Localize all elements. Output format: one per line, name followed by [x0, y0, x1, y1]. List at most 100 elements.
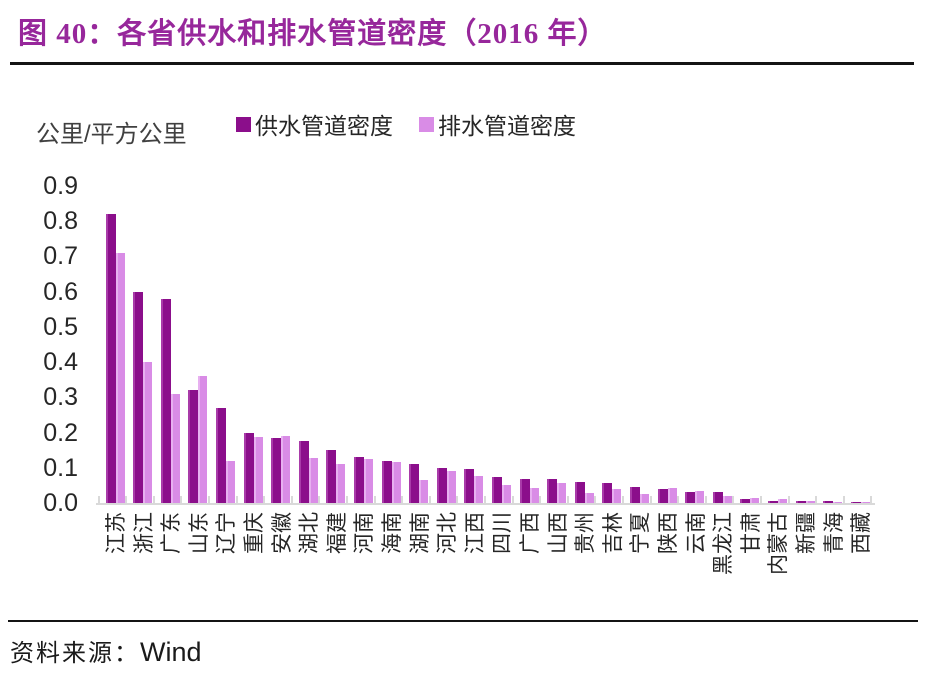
- bar-supply-广西: [519, 479, 530, 503]
- bar-drain-江西: [474, 476, 484, 503]
- y-tick-label: 0.9: [43, 172, 78, 200]
- x-label-云南: 云南: [684, 512, 708, 554]
- x-axis-tick: [539, 496, 542, 503]
- x-axis-tick: [594, 496, 597, 503]
- y-tick-label: 0.4: [43, 348, 78, 377]
- x-label-贵州: 贵州: [574, 512, 598, 554]
- bar-drain-内蒙古: [777, 499, 787, 503]
- x-axis-tick: [235, 496, 238, 503]
- x-label-湖南: 湖南: [408, 512, 432, 554]
- x-axis-tick: [566, 496, 569, 503]
- bar-supply-四川: [491, 477, 502, 503]
- bar-supply-山西: [547, 479, 558, 503]
- source-name: Wind: [140, 637, 202, 667]
- x-axis-tick: [649, 496, 652, 503]
- x-axis-tick: [263, 496, 266, 503]
- bar-supply-山东: [188, 390, 199, 503]
- bar-drain-海南: [391, 462, 401, 503]
- y-tick-label: 0.0: [43, 488, 78, 517]
- bar-drain-宁夏: [639, 494, 649, 503]
- x-label-江西: 江西: [463, 512, 487, 554]
- figure-title: 图 40：各省供水和排水管道密度（2016 年）: [18, 18, 608, 50]
- bar-drain-湖北: [308, 458, 318, 503]
- bar-supply-陕西: [657, 489, 668, 503]
- x-label-陕西: 陕西: [657, 512, 680, 554]
- x-axis-tick: [97, 496, 100, 503]
- bar-supply-江苏: [105, 214, 116, 503]
- x-label-山东: 山东: [187, 512, 211, 554]
- bar-supply-吉林: [602, 483, 613, 503]
- y-tick-label: 0.3: [43, 383, 78, 412]
- chart-legend: 供水管道密度 排水管道密度: [236, 107, 576, 141]
- y-axis-unit-label: 公里/平方公里: [36, 121, 187, 148]
- x-axis-tick: [621, 496, 624, 503]
- bar-drain-湖南: [419, 480, 429, 503]
- bar-supply-新疆: [795, 501, 806, 503]
- bar-drain-云南: [695, 491, 705, 503]
- x-axis-tick: [428, 496, 431, 503]
- x-axis-line: [96, 503, 875, 505]
- y-tick-label: 0.5: [43, 312, 78, 341]
- bar-drain-陕西: [667, 488, 677, 503]
- bar-supply-河南: [353, 457, 364, 503]
- bar-drain-黑龙江: [722, 496, 732, 503]
- bar-drain-安徽: [281, 436, 291, 503]
- bar-supply-重庆: [243, 433, 254, 503]
- bar-supply-内蒙古: [767, 501, 778, 503]
- bar-drain-福建: [336, 464, 346, 503]
- x-label-内蒙古: 内蒙古: [767, 512, 791, 575]
- x-label-青海: 青海: [822, 512, 846, 554]
- x-axis-tick: [483, 496, 486, 503]
- bar-supply-福建: [326, 450, 337, 503]
- supply-series-swatch: [236, 116, 251, 132]
- x-label-福建: 福建: [325, 512, 349, 554]
- x-axis-tick: [870, 496, 873, 503]
- x-label-四川: 四川: [491, 512, 515, 554]
- x-label-黑龙江: 黑龙江: [712, 512, 736, 575]
- x-axis-tick: [815, 496, 818, 503]
- bar-drain-广东: [170, 394, 180, 503]
- x-label-河北: 河北: [436, 512, 460, 554]
- bar-drain-浙江: [143, 362, 153, 503]
- title-divider: [10, 62, 914, 65]
- x-label-吉林: 吉林: [601, 512, 625, 554]
- x-axis-tick: [318, 496, 321, 503]
- y-tick-label: 0.2: [43, 418, 78, 447]
- bar-supply-辽宁: [215, 408, 226, 503]
- bar-drain-河北: [446, 471, 456, 503]
- bar-drain-四川: [501, 485, 511, 503]
- x-axis-tick: [677, 496, 680, 503]
- bar-supply-黑龙江: [712, 492, 723, 503]
- bar-drain-广西: [529, 488, 539, 503]
- bar-supply-浙江: [133, 292, 144, 503]
- x-axis-tick: [456, 496, 459, 503]
- legend-item-drain: 排水管道密度: [419, 107, 576, 141]
- bar-supply-广东: [160, 299, 171, 503]
- x-axis-tick: [704, 496, 707, 503]
- bar-supply-江西: [464, 469, 475, 503]
- bar-supply-青海: [823, 501, 834, 503]
- bar-supply-湖南: [409, 464, 420, 503]
- bar-drain-甘肃: [750, 498, 760, 503]
- x-label-西藏: 西藏: [850, 512, 874, 554]
- x-label-辽宁: 辽宁: [215, 512, 239, 554]
- bar-supply-海南: [381, 461, 392, 503]
- bar-drain-重庆: [253, 437, 263, 503]
- x-label-浙江: 浙江: [132, 512, 156, 554]
- bar-drain-吉林: [612, 489, 622, 503]
- bar-drain-新疆: [805, 501, 815, 503]
- y-tick-label: 0.1: [43, 453, 78, 482]
- bar-supply-甘肃: [740, 499, 751, 503]
- x-axis-tick: [207, 496, 210, 503]
- x-axis-tick: [732, 496, 735, 503]
- legend-label-drain: 排水管道密度: [438, 113, 576, 139]
- x-axis-tick: [401, 496, 404, 503]
- x-axis-tick: [373, 496, 376, 503]
- x-label-安徽: 安徽: [270, 512, 294, 554]
- x-axis-tick: [787, 496, 790, 503]
- x-axis-tick: [345, 496, 348, 503]
- legend-label-supply: 供水管道密度: [255, 113, 393, 139]
- x-axis-tick: [842, 496, 845, 503]
- x-axis-tick: [511, 496, 514, 503]
